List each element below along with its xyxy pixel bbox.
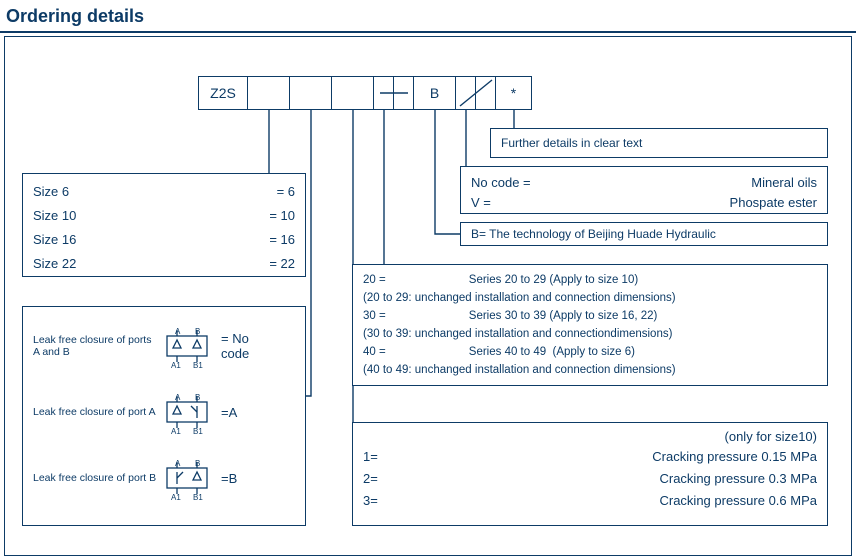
size-code: = 22 <box>269 252 295 276</box>
svg-text:A: A <box>175 393 181 402</box>
svg-text:A1: A1 <box>171 361 181 370</box>
series-line: (40 to 49: unchanged installation and co… <box>363 361 817 379</box>
size-code: = 6 <box>277 180 295 204</box>
ordering-code-row: Z2S B * <box>198 76 532 110</box>
page: Ordering details Z2SB* Size 6= 6Size 10=… <box>0 0 856 560</box>
cracking-box: (only for size10) 1= Cracking pressure 0.1… <box>352 422 828 526</box>
code-cell <box>374 76 394 110</box>
svg-text:A: A <box>175 459 181 468</box>
cracking-text: Cracking pressure 0.15 MPa <box>652 446 817 468</box>
series-line: (20 to 29: unchanged installation and co… <box>363 289 817 307</box>
closure-box: Leak free closure of ports A and B A B A1 B1… <box>22 306 306 526</box>
code-cell: * <box>496 76 532 110</box>
closure-diagram-icon: A B A1 B1 <box>159 318 215 374</box>
size-code: = 10 <box>269 204 295 228</box>
svg-text:B: B <box>195 327 200 336</box>
fluid-right: Phospate ester <box>730 193 817 213</box>
cracking-header: (only for size10) <box>363 429 817 444</box>
closure-label: Leak free closure of port A <box>33 406 159 418</box>
code-cell <box>476 76 496 110</box>
closure-diagram-icon: A B A1 B1 <box>159 450 215 506</box>
fluid-left: No code = <box>471 173 531 193</box>
cracking-index: 3= <box>363 490 378 512</box>
closure-code: = No code <box>215 331 277 361</box>
code-cell <box>394 76 414 110</box>
svg-text:B1: B1 <box>193 493 203 502</box>
svg-text:A: A <box>175 327 181 336</box>
svg-text:B: B <box>195 459 200 468</box>
closure-label: Leak free closure of ports A and B <box>33 334 159 358</box>
fluid-box: No code = Mineral oils V = Phospate ester <box>460 166 828 214</box>
code-cell <box>248 76 290 110</box>
code-cell: Z2S <box>198 76 248 110</box>
closure-label: Leak free closure of port B <box>33 472 159 484</box>
technology-text: B= The technology of Beijing Huade Hydra… <box>471 227 716 241</box>
series-line: 20 = Series 20 to 29 (Apply to size 10) <box>363 271 817 289</box>
closure-diagram-icon: A B A1 B1 <box>159 384 215 440</box>
cracking-index: 1= <box>363 446 378 468</box>
cracking-text: Cracking pressure 0.6 MPa <box>659 490 817 512</box>
series-box: 20 = Series 20 to 29 (Apply to size 10)(… <box>352 264 828 386</box>
svg-text:B1: B1 <box>193 361 203 370</box>
series-line: 30 = Series 30 to 39 (Apply to size 16, … <box>363 307 817 325</box>
technology-box: B= The technology of Beijing Huade Hydra… <box>460 222 828 246</box>
fluid-right: Mineral oils <box>751 173 817 193</box>
closure-code: =B <box>215 471 277 486</box>
cracking-index: 2= <box>363 468 378 490</box>
size-label: Size 10 <box>33 204 76 228</box>
code-cell: B <box>414 76 456 110</box>
svg-text:B1: B1 <box>193 427 203 436</box>
series-line: 40 = Series 40 to 49 (Apply to size 6) <box>363 343 817 361</box>
size-label: Size 16 <box>33 228 76 252</box>
code-cell <box>456 76 476 110</box>
code-cell <box>332 76 374 110</box>
size-label: Size 6 <box>33 180 69 204</box>
size-code: = 16 <box>269 228 295 252</box>
svg-text:A1: A1 <box>171 427 181 436</box>
series-line: (30 to 39: unchanged installation and co… <box>363 325 817 343</box>
cracking-text: Cracking pressure 0.3 MPa <box>659 468 817 490</box>
svg-text:B: B <box>195 393 200 402</box>
further-details-text: Further details in clear text <box>501 136 642 150</box>
svg-text:A1: A1 <box>171 493 181 502</box>
further-details-box: Further details in clear text <box>490 128 828 158</box>
size-label: Size 22 <box>33 252 76 276</box>
code-cell <box>290 76 332 110</box>
closure-code: =A <box>215 405 277 420</box>
sizes-box: Size 6 = 6 Size 10 = 10 Size 16 = 16 Size 22 = … <box>22 173 306 277</box>
fluid-left: V = <box>471 193 491 213</box>
